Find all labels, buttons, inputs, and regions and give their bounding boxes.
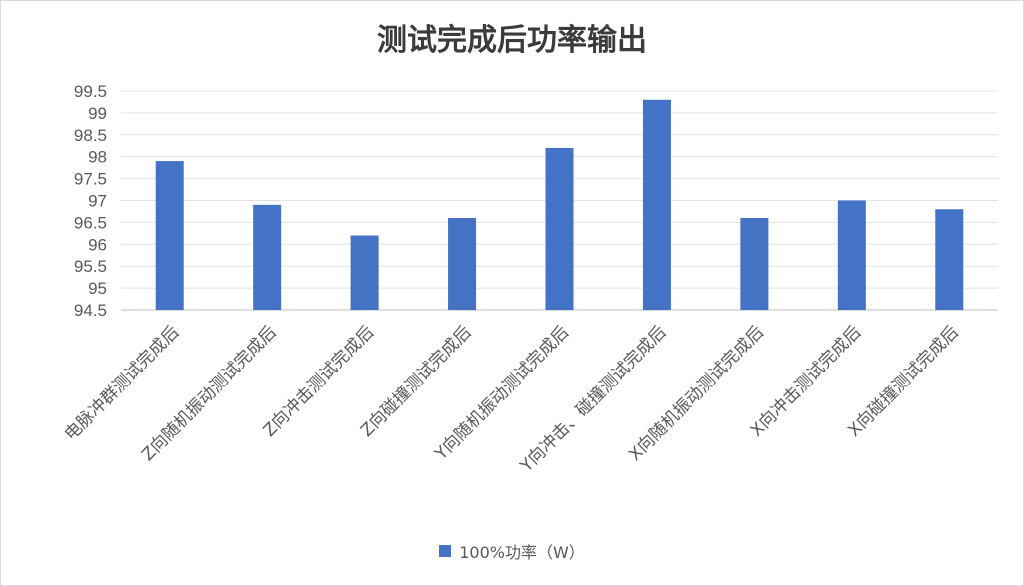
- bar: [642, 99, 671, 310]
- bar: [155, 161, 184, 310]
- y-tick-label: 94.5: [74, 301, 107, 320]
- y-tick-label: 97: [88, 192, 107, 211]
- bar: [935, 209, 964, 310]
- bar: [740, 218, 769, 310]
- bar: [448, 218, 477, 310]
- y-tick-label: 96.5: [74, 213, 107, 232]
- x-category-label: X向碰撞测试完成后: [844, 322, 963, 441]
- y-tick-label: 99: [88, 104, 107, 123]
- bar: [837, 200, 866, 310]
- y-tick-label: 96: [88, 235, 107, 254]
- bar: [350, 235, 379, 310]
- chart-title: 测试完成后功率输出: [377, 23, 647, 58]
- y-tick-label: 97.5: [74, 170, 107, 189]
- legend: 100%功率（W）: [1, 539, 1023, 563]
- bar: [253, 204, 282, 310]
- legend-swatch: [439, 545, 452, 557]
- bar: [545, 147, 574, 310]
- y-tick-label: 95.5: [74, 257, 107, 276]
- y-tick-label: 98.5: [74, 126, 107, 145]
- legend-label: 100%功率（W）: [459, 543, 585, 562]
- y-tick-label: 95: [88, 279, 107, 298]
- y-tick-label: 99.5: [74, 82, 107, 101]
- y-tick-label: 98: [88, 148, 107, 167]
